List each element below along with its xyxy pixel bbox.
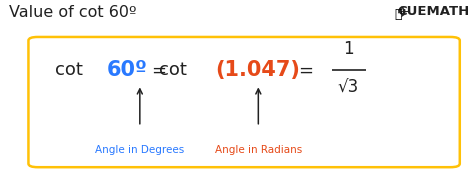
Text: √3: √3	[338, 79, 359, 97]
Text: cot: cot	[55, 61, 83, 79]
Text: =: =	[151, 61, 166, 79]
Text: 60º: 60º	[107, 60, 147, 80]
Text: Value of cot 60º: Value of cot 60º	[9, 5, 137, 20]
Text: Angle in Radians: Angle in Radians	[215, 145, 302, 155]
Text: 🚀: 🚀	[394, 8, 402, 21]
Text: Angle in Degrees: Angle in Degrees	[95, 145, 184, 155]
Text: 1: 1	[343, 40, 354, 58]
Text: =: =	[298, 61, 313, 79]
Text: (1.047): (1.047)	[216, 60, 301, 80]
Text: CUEMATH: CUEMATH	[397, 5, 469, 18]
Text: cot: cot	[159, 61, 187, 79]
Text: ✈: ✈	[396, 5, 409, 20]
FancyBboxPatch shape	[28, 37, 460, 167]
